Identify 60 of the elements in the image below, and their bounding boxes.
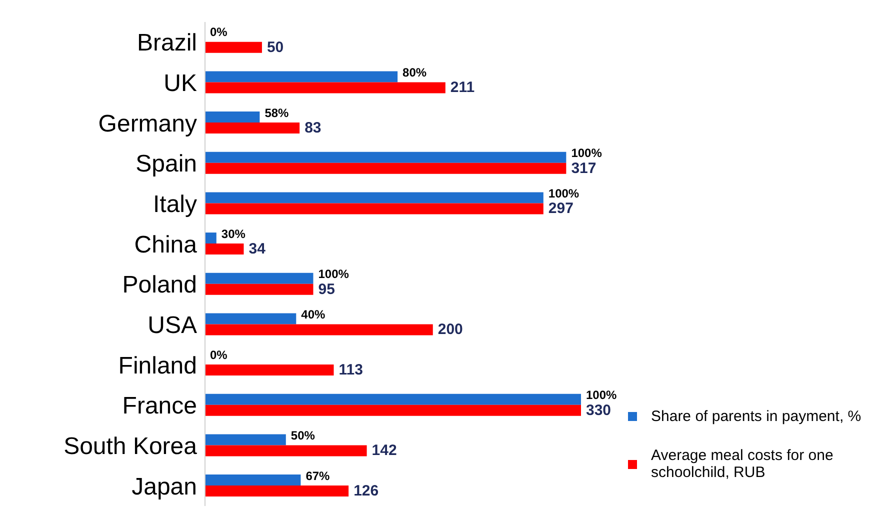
y-tick-label: UK <box>164 70 197 98</box>
bar <box>205 313 296 324</box>
data-label: 83 <box>304 120 322 137</box>
y-tick-label: USA <box>148 312 197 340</box>
y-tick-label: China <box>134 231 198 258</box>
bar <box>205 162 566 174</box>
annotation: 100% <box>548 186 580 200</box>
data-label: 126 <box>354 482 379 500</box>
y-tick-label: South Korea <box>64 433 198 460</box>
bar <box>205 112 260 123</box>
legend-label: Share of parents in payment, % <box>651 408 862 425</box>
bar <box>205 203 544 214</box>
legend-label: Average meal costs for one schoolchild, RUB <box>651 447 834 481</box>
annotation: 100% <box>571 146 602 160</box>
data-label: 200 <box>438 321 463 338</box>
y-tick-label: Brazil <box>136 30 197 57</box>
y-tick-label: France <box>122 392 197 420</box>
bar <box>205 71 398 82</box>
y-tick-label: Poland <box>122 272 197 299</box>
data-label: 95 <box>318 280 335 298</box>
bar <box>205 486 349 497</box>
y-tick-label: Italy <box>152 191 197 218</box>
data-label: 211 <box>450 79 475 96</box>
data-label: 50 <box>266 38 284 56</box>
bar <box>205 394 581 405</box>
annotation: 50% <box>290 428 316 442</box>
bar <box>205 445 367 456</box>
bar <box>205 82 446 94</box>
bar <box>205 434 286 446</box>
data-label: 297 <box>548 200 574 218</box>
annotation: 100% <box>318 267 350 282</box>
y-tick-label: Germany <box>98 110 197 138</box>
annotation: 40% <box>301 308 326 322</box>
bar <box>205 42 262 53</box>
bar <box>205 324 433 336</box>
bar <box>205 152 566 163</box>
bar <box>205 364 334 376</box>
annotation: 100% <box>586 388 618 402</box>
annotation: 30% <box>221 226 246 241</box>
bar <box>205 122 300 134</box>
data-label: 330 <box>586 402 612 419</box>
y-tick-label: Japan <box>132 473 197 500</box>
y-tick-label: Spain <box>136 150 197 178</box>
bar <box>205 284 314 295</box>
annotation: 0% <box>210 25 228 40</box>
annotation: 58% <box>264 106 290 120</box>
bar <box>205 192 544 204</box>
data-label: 317 <box>571 160 596 177</box>
bar <box>205 474 301 486</box>
annotation: 80% <box>402 66 427 80</box>
data-label: 113 <box>338 362 363 379</box>
bar <box>205 232 216 244</box>
data-label: 142 <box>372 442 397 460</box>
bar <box>205 272 314 284</box>
bar <box>205 244 244 255</box>
y-tick-label: Finland <box>118 352 197 380</box>
annotation: 0% <box>210 348 228 362</box>
bar <box>205 404 581 416</box>
annotation: 67% <box>306 468 330 483</box>
data-label: 34 <box>248 240 266 258</box>
